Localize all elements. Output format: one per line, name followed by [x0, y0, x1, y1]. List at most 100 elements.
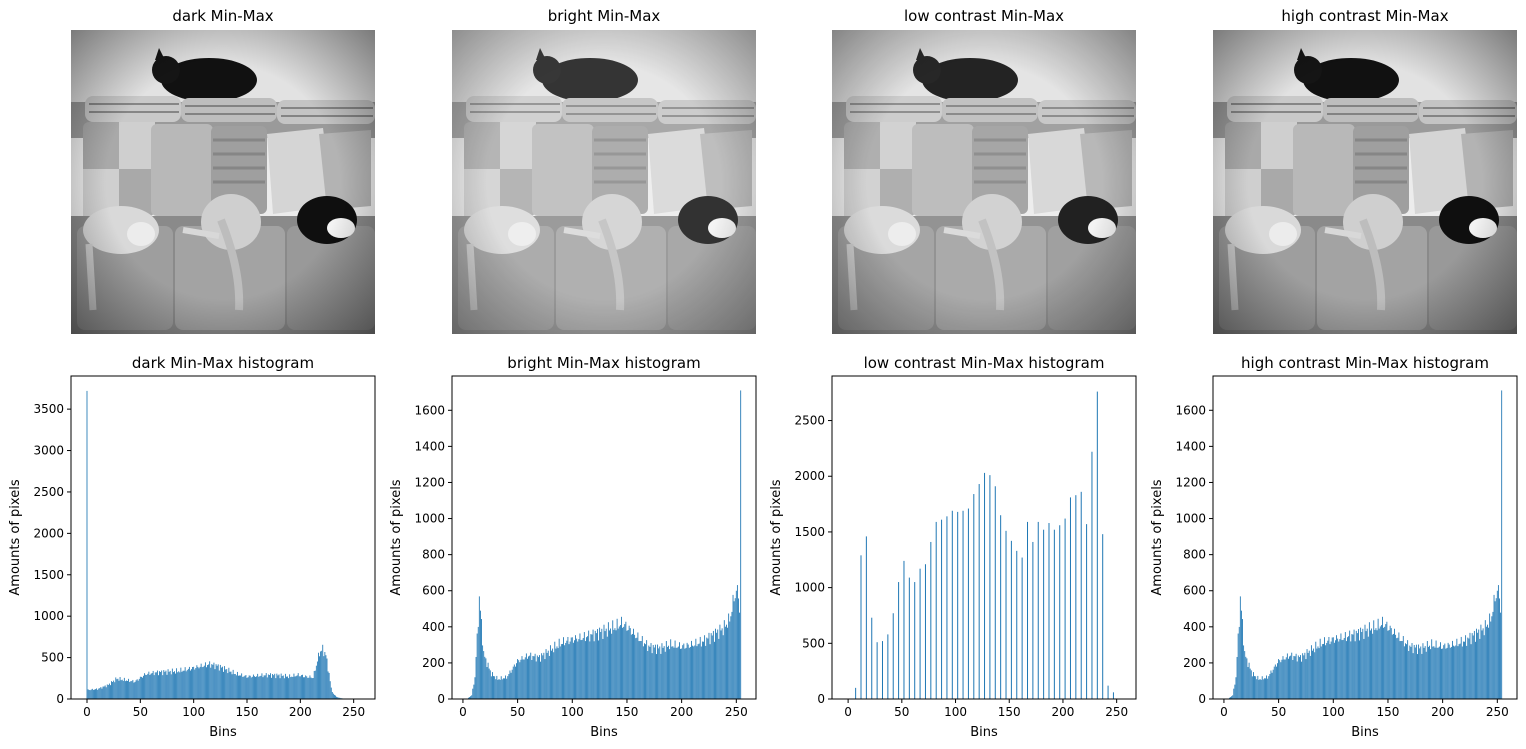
x-tick-label: 150 — [236, 705, 259, 719]
histogram-bar — [652, 644, 654, 699]
histogram-bar — [286, 676, 287, 699]
histogram-bar — [728, 613, 730, 699]
histogram-bar — [156, 670, 158, 699]
histogram-bar — [645, 644, 646, 699]
histogram-bar — [722, 635, 724, 699]
histogram-bar — [1460, 636, 1462, 699]
histogram-bar — [1489, 613, 1491, 699]
histogram-bar — [334, 694, 335, 699]
histogram-bar — [1234, 684, 1236, 699]
histogram-bar — [673, 647, 675, 699]
histogram-bar — [190, 670, 191, 699]
histogram-bar — [324, 652, 326, 699]
histogram-bar — [154, 672, 156, 699]
histogram-bar — [100, 687, 102, 699]
histogram-bar — [312, 678, 314, 699]
histogram-bar — [612, 620, 614, 699]
histogram-bar — [1458, 644, 1460, 699]
histogram-bar — [695, 638, 697, 699]
histogram-bar — [1360, 627, 1362, 699]
y-tick-label: 2500 — [33, 485, 64, 499]
histogram-bar — [705, 645, 707, 699]
histogram-bar — [574, 640, 575, 699]
histogram-bar — [699, 636, 701, 699]
histogram-bar — [625, 621, 627, 699]
histogram-bar — [207, 665, 208, 699]
histogram-bar — [602, 638, 604, 699]
histogram-bar — [297, 673, 299, 699]
histogram-bar — [264, 675, 266, 699]
histogram-bar — [637, 632, 639, 699]
histogram-bar — [528, 656, 529, 699]
histogram-bar — [151, 673, 153, 699]
histogram-bar — [494, 676, 496, 699]
histogram-bar — [1500, 612, 1502, 699]
histogram-bar — [903, 560, 905, 699]
histogram-bar — [294, 676, 296, 699]
histogram-bar — [565, 642, 567, 699]
histogram-bar — [202, 666, 204, 699]
histogram-bar — [1345, 641, 1347, 699]
histogram-bar — [1386, 621, 1388, 699]
histogram-bar — [560, 644, 562, 699]
histogram-bar — [287, 676, 288, 699]
histogram-bar — [876, 642, 878, 699]
histogram-bar — [238, 675, 239, 699]
histogram-bar — [908, 577, 910, 699]
histogram-bar — [540, 661, 542, 699]
histogram-bar — [578, 639, 580, 699]
histogram-bar — [1282, 656, 1284, 699]
histogram-bar — [1238, 626, 1240, 699]
histogram-bar — [196, 665, 198, 699]
histogram-bar — [1317, 646, 1319, 699]
histogram-bar — [313, 670, 315, 699]
histogram-bar — [1410, 646, 1412, 699]
histogram-bar — [165, 670, 167, 699]
histogram-bar — [254, 676, 255, 699]
histogram-bar — [694, 645, 696, 699]
histogram-bar — [143, 675, 144, 699]
histogram-bar — [1232, 695, 1234, 699]
histogram-bar — [281, 675, 283, 699]
histogram-bar — [1362, 628, 1364, 699]
histogram-bar — [721, 628, 723, 699]
histogram-bar — [239, 675, 240, 699]
histogram-bar — [152, 670, 154, 699]
histogram-bar — [291, 676, 293, 699]
axes-frame — [831, 375, 1137, 700]
histogram-bar — [994, 486, 996, 699]
histogram-bar — [709, 644, 711, 699]
histogram-bar — [89, 690, 91, 699]
histogram-bar — [248, 675, 250, 699]
histogram-bar — [1286, 653, 1288, 699]
histogram-bar — [1285, 657, 1287, 699]
histogram-bar — [193, 666, 195, 699]
histogram-bar — [319, 656, 320, 699]
histogram-bar — [318, 652, 319, 699]
histogram-bar — [957, 511, 959, 699]
histogram-bar — [187, 668, 189, 699]
histogram-bar — [1263, 678, 1265, 699]
histogram-bar — [133, 682, 135, 699]
histogram-bar — [274, 673, 276, 699]
histogram-bar — [731, 611, 733, 699]
histogram-bar — [516, 663, 517, 699]
x-axis-label: Bins — [209, 725, 237, 740]
histogram-bar — [106, 684, 108, 699]
histogram-bar — [138, 678, 140, 699]
histogram-bar — [1259, 679, 1261, 699]
histogram-bar — [1496, 590, 1498, 699]
histogram-bar — [542, 655, 544, 699]
histogram-bar — [185, 671, 187, 699]
histogram-bar — [624, 624, 626, 699]
histogram-bar — [595, 633, 597, 699]
histogram-bar — [1424, 646, 1426, 699]
histogram-bar — [529, 655, 531, 699]
histogram-bar — [1316, 648, 1318, 699]
histogram-bar — [1310, 645, 1312, 699]
histogram-bar — [1398, 632, 1400, 699]
histogram-bar — [159, 671, 160, 699]
histogram-bar — [594, 630, 596, 699]
histogram-bar — [1337, 638, 1339, 699]
histogram-bar — [1380, 625, 1382, 699]
